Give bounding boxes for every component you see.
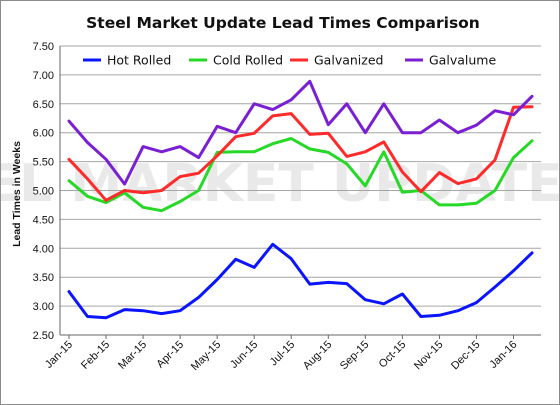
y-tick-label: 4.00 [33, 243, 54, 255]
axes [59, 46, 541, 339]
y-tick-label: 2.50 [33, 330, 54, 342]
x-tick-label: Dec-15 [449, 339, 483, 373]
gridlines [60, 45, 541, 336]
x-tick-label: Oct-15 [377, 339, 409, 371]
y-tick-label: 7.50 [33, 41, 54, 53]
y-tick-label: 5.00 [33, 186, 54, 198]
x-tick-label: Jan-16 [487, 339, 519, 371]
y-tick-label: 3.00 [33, 301, 54, 313]
legend-label: Galvalume [429, 53, 496, 68]
x-tick-label: Mar-15 [116, 339, 149, 372]
x-tick-label: Apr-15 [154, 339, 186, 371]
x-tick-label: Jul-15 [268, 339, 298, 369]
x-tick-labels: Jan-15 Feb-15 Mar-15 Apr-15 May-15 Jun-15 Jul-… [43, 339, 520, 373]
y-tick-labels: 2.50 3.00 3.50 4.00 4.50 5.00 5.50 6.00 6.50 7.00… [33, 41, 54, 342]
x-tick-label: Jan-15 [43, 339, 75, 371]
x-tick-label: Feb-15 [79, 339, 112, 372]
series-line-galvanized [67, 105, 534, 202]
series-line-cold-rolled [67, 137, 534, 213]
chart-title: Steel Market Update Lead Times Compariso… [86, 14, 480, 32]
series-lines [67, 79, 534, 320]
legend-label: Galvanized [314, 53, 383, 68]
x-tick-label: Aug-15 [301, 339, 335, 373]
x-tick-label: Jun-15 [228, 339, 260, 371]
y-tick-label: 3.50 [33, 272, 54, 284]
y-tick-label: 6.50 [33, 99, 54, 111]
chart-watermark: STEEL MARKET UPDATE [1, 154, 559, 214]
series-line-galvalume [67, 79, 534, 186]
y-tick-label: 7.00 [33, 70, 54, 82]
x-tick-label: May-15 [189, 339, 223, 373]
legend: Hot Rolled Cold Rolled Galvanized Galvalume [83, 53, 496, 68]
legend-label: Hot Rolled [107, 53, 171, 68]
y-tick-label: 6.00 [33, 128, 54, 140]
y-tick-label: 4.50 [33, 214, 54, 226]
y-tick-label: 5.50 [33, 157, 54, 169]
series-line-hot-rolled [67, 242, 534, 320]
x-tick-label: Sep-15 [338, 339, 372, 373]
legend-label: Cold Rolled [213, 53, 283, 68]
y-axis-label: Lead Times in Weeks [11, 141, 23, 247]
x-tick-label: Nov-15 [412, 339, 446, 373]
